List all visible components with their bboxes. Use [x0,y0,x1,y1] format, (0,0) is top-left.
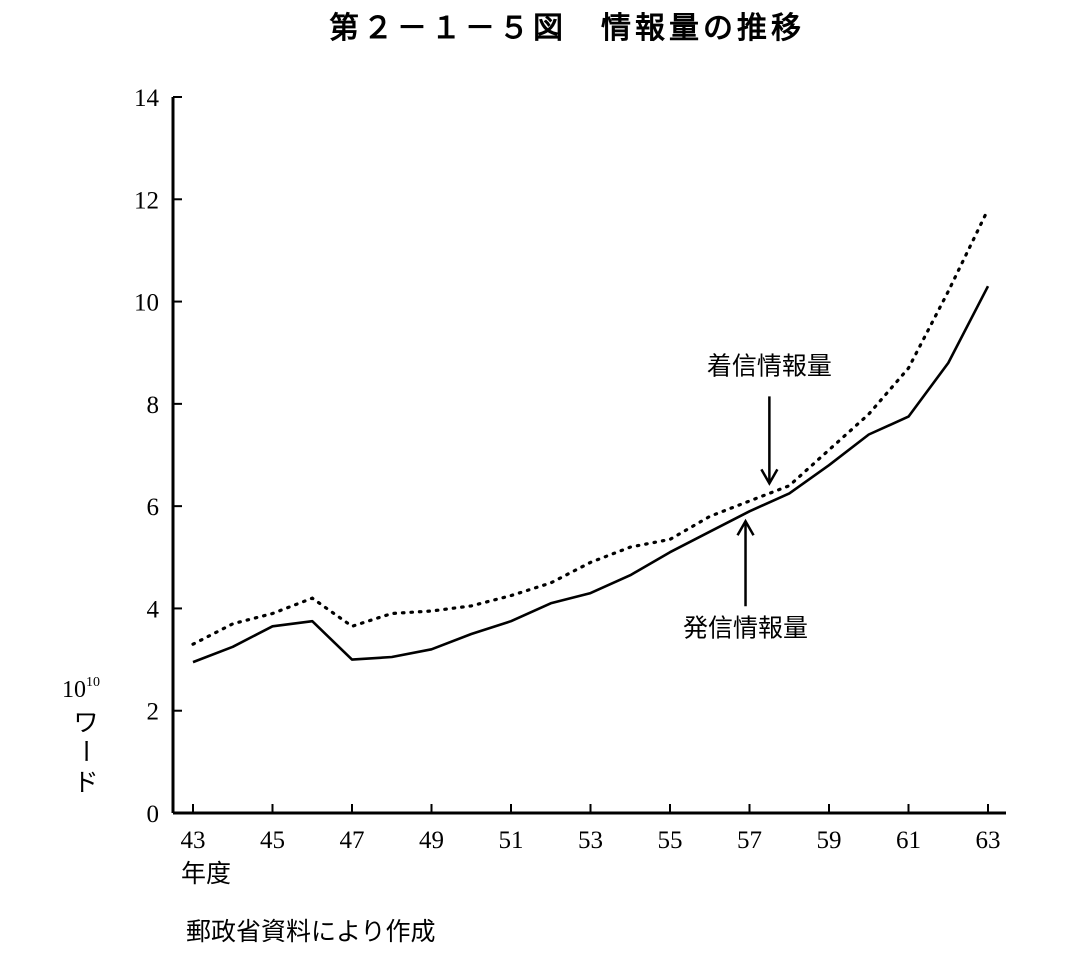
annotation-label: 着信情報量 [707,351,832,380]
svg-text:1010: 1010 [62,675,100,703]
y-unit-char-1: ワ [73,708,98,737]
y-unit-char-3: ド [73,768,98,797]
y-tick-label: 10 [134,290,159,317]
x-tick-label: 51 [499,827,524,854]
x-tick-label: 47 [340,827,365,854]
y-tick-label: 12 [134,187,159,214]
x-tick-label: 49 [419,827,444,854]
y-unit-char-2: ー [71,738,100,763]
x-tick-label: 53 [578,827,603,854]
chart-title: 第２－１－５図 情報量の推移 [329,11,805,46]
y-tick-label: 8 [147,392,160,419]
y-unit-base: 10 [62,677,86,703]
x-tick-label: 45 [260,827,285,854]
x-axis-label: 年度 [181,859,231,888]
x-tick-label: 43 [181,827,206,854]
annotation-label: 発信情報量 [683,613,808,642]
y-tick-label: 2 [147,699,160,726]
series-line-2 [192,285,990,664]
y-axis-ticks: 0 2 4 6 8 10 12 14 [134,85,182,828]
annotation-arrowhead [760,468,779,486]
y-unit-exponent: 10 [86,675,100,690]
y-tick-label: 14 [134,85,160,112]
y-tick-label: 4 [147,596,160,623]
y-axis-unit: 1010 ワ ー ド [62,675,100,797]
y-tick-label: 6 [147,494,160,521]
source-note: 郵政省資料により作成 [186,917,436,946]
x-axis-ticks: 43 45 47 49 51 53 55 57 59 61 63 [181,804,1001,854]
x-tick-label: 55 [658,827,683,854]
x-tick-label: 63 [976,827,1001,854]
x-tick-label: 61 [896,827,921,854]
annotation-arrowhead [736,518,755,536]
series-layer [191,207,990,664]
y-tick-label: 0 [147,801,160,828]
chart-axes [171,97,1006,815]
x-tick-label: 59 [817,827,842,854]
x-tick-label: 57 [737,827,762,854]
series-line-1 [191,207,990,646]
